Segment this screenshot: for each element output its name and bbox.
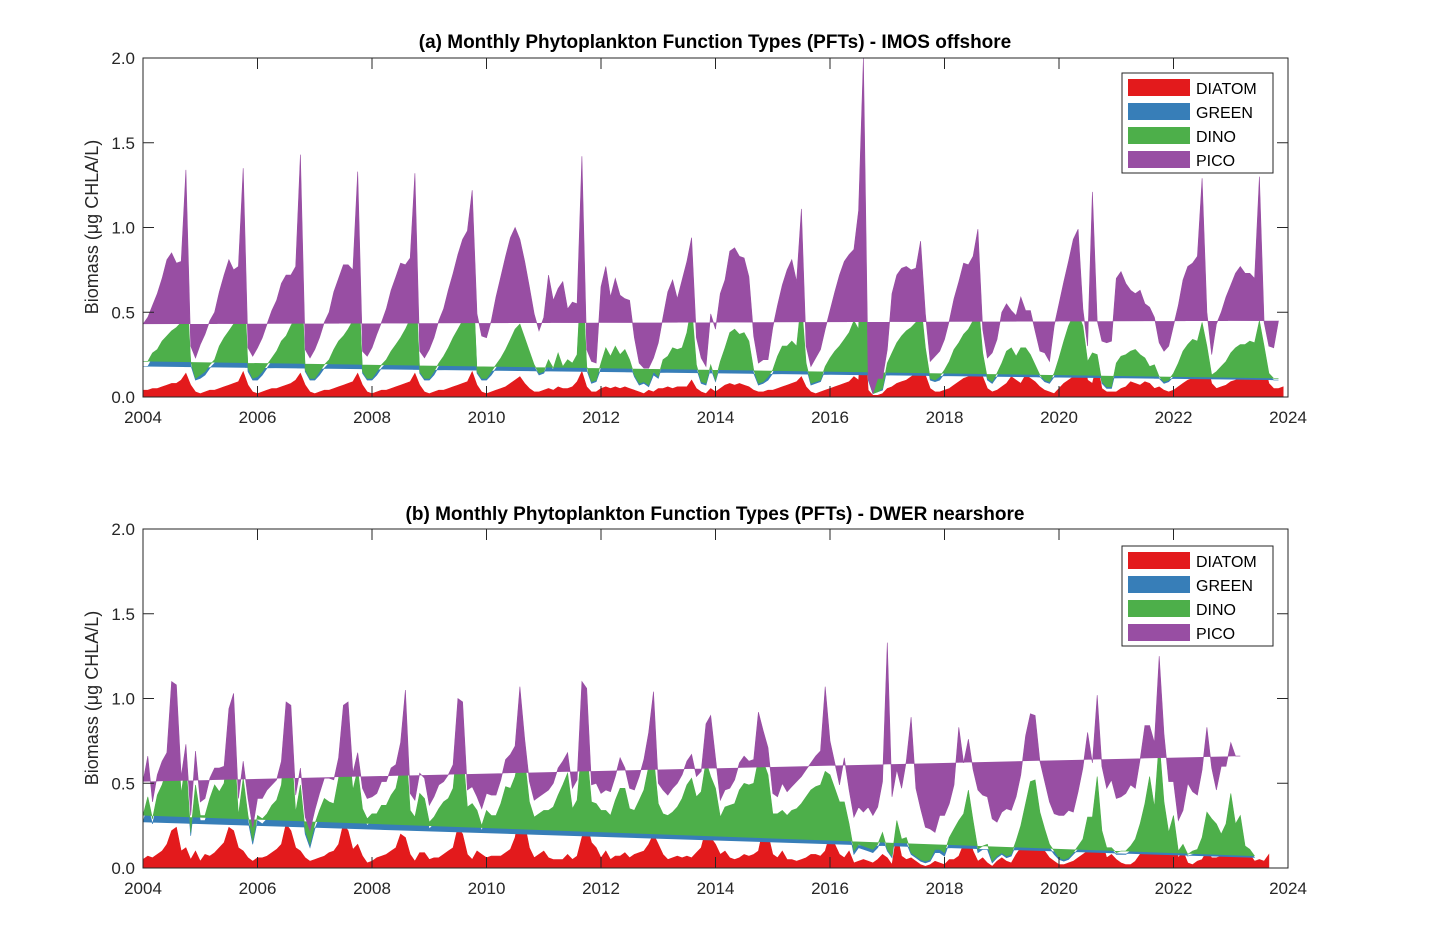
legend-swatch-diatom <box>1128 79 1190 96</box>
x-axis: 2004 2006 2008 2010 2012 2014 2016 2018 2020 2022… <box>124 58 1307 427</box>
legend-label: GREEN <box>1196 578 1253 595</box>
x-tick-label: 2004 <box>124 408 162 427</box>
x-tick-label: 2008 <box>353 879 391 898</box>
y-tick-label: 0.5 <box>111 774 135 793</box>
stacked-areas <box>143 58 1284 397</box>
legend-swatch-dino <box>1128 600 1190 617</box>
area-pico <box>143 642 1241 833</box>
legend-label: GREEN <box>1196 105 1253 122</box>
x-tick-label: 2004 <box>124 879 162 898</box>
legend-label: PICO <box>1196 153 1235 170</box>
legend-swatch-green <box>1128 103 1190 120</box>
legend-swatch-diatom <box>1128 552 1190 569</box>
legend-label: DINO <box>1196 602 1236 619</box>
y-axis: 0.0 0.5 1.0 1.5 2.0 <box>111 49 1288 407</box>
y-axis: 0.0 0.5 1.0 1.5 2.0 <box>111 520 1288 878</box>
chart-title: (b) Monthly Phytoplankton Function Types… <box>406 504 1025 525</box>
x-tick-label: 2012 <box>582 408 620 427</box>
x-tick-label: 2008 <box>353 408 391 427</box>
x-tick-label: 2016 <box>811 879 849 898</box>
x-tick-label: 2018 <box>926 879 964 898</box>
x-tick-label: 2022 <box>1155 408 1193 427</box>
y-axis-label: Biomass (μg CHLA/L) <box>82 611 102 785</box>
x-tick-label: 2014 <box>697 408 735 427</box>
y-tick-label: 1.0 <box>111 219 135 238</box>
panel-b: (b) Monthly Phytoplankton Function Types… <box>82 504 1307 898</box>
y-tick-label: 1.0 <box>111 690 135 709</box>
x-tick-label: 2020 <box>1040 879 1078 898</box>
x-tick-label: 2006 <box>239 408 277 427</box>
legend: DIATOM GREEN DINO PICO <box>1121 72 1274 174</box>
legend-label: PICO <box>1196 626 1235 643</box>
panel-a: (a) Monthly Phytoplankton Function Types… <box>82 32 1307 427</box>
area-pico <box>143 58 1279 395</box>
x-tick-label: 2024 <box>1269 879 1307 898</box>
legend: DIATOM GREEN DINO PICO <box>1121 545 1274 647</box>
y-axis-label: Biomass (μg CHLA/L) <box>82 140 102 314</box>
x-tick-label: 2010 <box>468 408 506 427</box>
legend-swatch-green <box>1128 576 1190 593</box>
area-dino <box>143 149 1279 394</box>
x-tick-label: 2022 <box>1155 879 1193 898</box>
x-tick-label: 2010 <box>468 879 506 898</box>
y-tick-label: 0.0 <box>111 859 135 878</box>
x-tick-label: 2016 <box>811 408 849 427</box>
x-axis: 2004 2006 2008 2010 2012 2014 2016 2018 2020 2022… <box>124 529 1307 898</box>
legend-swatch-pico <box>1128 624 1190 641</box>
y-tick-label: 2.0 <box>111 49 135 68</box>
legend-swatch-pico <box>1128 151 1190 168</box>
y-tick-label: 1.5 <box>111 134 135 153</box>
area-green <box>143 159 1279 394</box>
y-tick-label: 1.5 <box>111 605 135 624</box>
legend-label: DIATOM <box>1196 554 1257 571</box>
x-tick-label: 2012 <box>582 879 620 898</box>
y-tick-label: 2.0 <box>111 520 135 539</box>
area-diatom <box>143 312 1284 397</box>
x-tick-label: 2020 <box>1040 408 1078 427</box>
x-tick-label: 2018 <box>926 408 964 427</box>
x-tick-label: 2014 <box>697 879 735 898</box>
y-tick-label: 0.5 <box>111 303 135 322</box>
area-dino <box>143 711 1255 862</box>
x-tick-label: 2006 <box>239 879 277 898</box>
y-tick-label: 0.0 <box>111 388 135 407</box>
legend-label: DINO <box>1196 129 1236 146</box>
stacked-areas <box>143 642 1270 868</box>
chart-title: (a) Monthly Phytoplankton Function Types… <box>419 32 1012 53</box>
x-tick-label: 2024 <box>1269 408 1307 427</box>
legend-label: DIATOM <box>1196 81 1257 98</box>
legend-swatch-dino <box>1128 127 1190 144</box>
